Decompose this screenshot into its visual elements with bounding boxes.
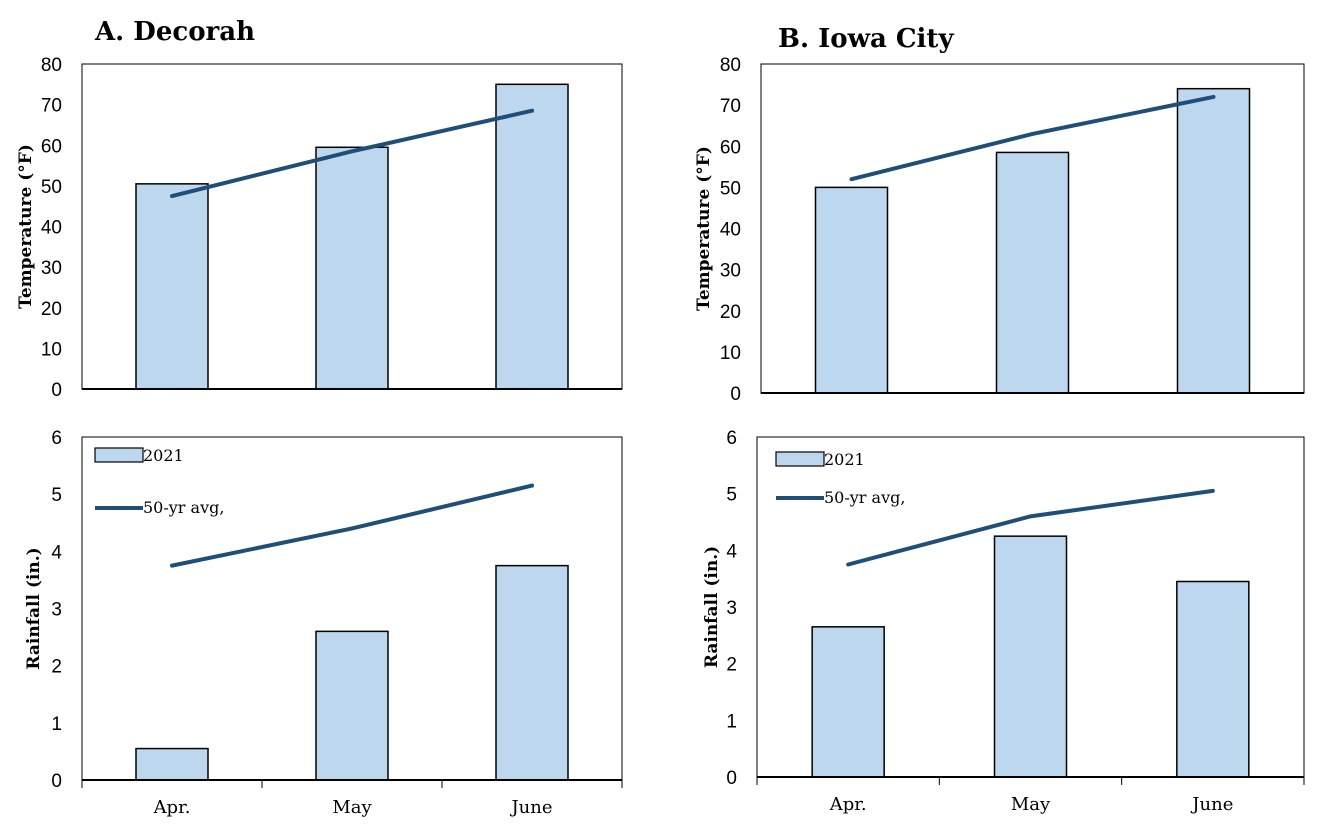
bar-june <box>495 564 569 781</box>
y-tick-label: 80 <box>41 55 62 76</box>
chart-title: B. Iowa City <box>778 24 954 54</box>
y-tick-label: 3 <box>726 598 737 619</box>
avg-line <box>170 483 534 568</box>
y-tick-label: 40 <box>41 218 62 239</box>
y-tick-label: 70 <box>720 96 741 117</box>
y-tick-label: 0 <box>726 768 737 789</box>
x-tick-label: May <box>332 797 372 818</box>
y-tick-label: 4 <box>51 542 62 563</box>
bar-apr <box>811 626 885 778</box>
y-tick-label: 6 <box>726 428 737 449</box>
legend-bar-swatch <box>94 447 144 463</box>
avg-line <box>170 108 534 199</box>
y-tick-label: 0 <box>51 380 62 401</box>
legend-bar-label: 2021 <box>143 446 184 465</box>
y-tick-label: 60 <box>720 137 741 158</box>
avg-line <box>849 94 1216 182</box>
y-tick-label: 70 <box>41 96 62 117</box>
y-tick-label: 5 <box>51 485 62 506</box>
y-tick-label: 2 <box>726 655 737 676</box>
x-tick-label: June <box>509 797 552 818</box>
legend-bar-label: 2021 <box>824 450 865 469</box>
chart-2: 0 10 20 30 40 50 60 70 80 B. Iowa City Temperature… <box>694 24 1305 405</box>
y-tick-label: 3 <box>51 600 62 621</box>
y-tick-label: 6 <box>51 428 62 449</box>
y-axis-label: Rainfall (in.) <box>702 546 722 668</box>
y-tick-label: 50 <box>720 178 741 199</box>
bar-apr <box>135 747 209 781</box>
x-tick-label: June <box>1190 794 1233 815</box>
legend: 2021 50-yr avg, <box>94 446 224 517</box>
y-tick-label: 0 <box>730 384 741 405</box>
y-tick-label: 30 <box>41 258 62 279</box>
chart-3: 0 1 2 3 4 5 6 Apr. May June Rainfall (in.) 2021 50-y… <box>24 428 623 818</box>
bar-apr <box>814 186 889 394</box>
y-tick-label: 5 <box>726 485 737 506</box>
bar-may <box>995 151 1070 394</box>
bar-june <box>1176 87 1251 394</box>
avg-line <box>846 488 1215 567</box>
y-tick-label: 0 <box>51 771 62 792</box>
y-tick-label: 1 <box>51 714 62 735</box>
bar-june <box>1176 580 1250 778</box>
bar-may <box>315 630 389 781</box>
y-tick-label: 30 <box>720 261 741 282</box>
legend: 2021 50-yr avg, <box>775 450 905 507</box>
chart-title: A. Decorah <box>94 17 255 47</box>
y-axis-label: Temperature (°F) <box>16 144 36 309</box>
legend-line-label: 50-yr avg, <box>824 488 905 507</box>
x-tick-label: Apr. <box>153 797 191 818</box>
y-tick-label: 4 <box>726 541 737 562</box>
y-tick-label: 10 <box>720 343 741 364</box>
y-tick-label: 10 <box>41 339 62 360</box>
y-tick-label: 80 <box>720 55 741 76</box>
y-tick-label: 60 <box>41 136 62 157</box>
x-tick-label: Apr. <box>829 794 867 815</box>
bar-may <box>993 535 1068 778</box>
chart-4: 0 1 2 3 4 5 6 Apr. May June Rainfall (in.) 2021 50-y… <box>702 428 1305 815</box>
y-tick-label: 2 <box>51 657 62 678</box>
y-axis-label: Rainfall (in.) <box>24 547 44 669</box>
legend-bar-swatch <box>775 451 825 467</box>
bar-may <box>315 146 389 390</box>
bar-apr <box>135 183 209 390</box>
y-tick-label: 20 <box>41 299 62 320</box>
bar-june <box>495 83 569 390</box>
y-tick-label: 40 <box>720 220 741 241</box>
y-tick-label: 20 <box>720 302 741 323</box>
y-tick-label: 50 <box>41 177 62 198</box>
y-axis-label: Temperature (°F) <box>694 146 714 311</box>
x-tick-label: May <box>1011 794 1051 815</box>
legend-line-label: 50-yr avg, <box>143 498 224 517</box>
chart-1: 0 10 20 30 40 50 60 70 80 A. Decorah Temperature (… <box>16 17 623 401</box>
y-tick-label: 1 <box>726 711 737 732</box>
